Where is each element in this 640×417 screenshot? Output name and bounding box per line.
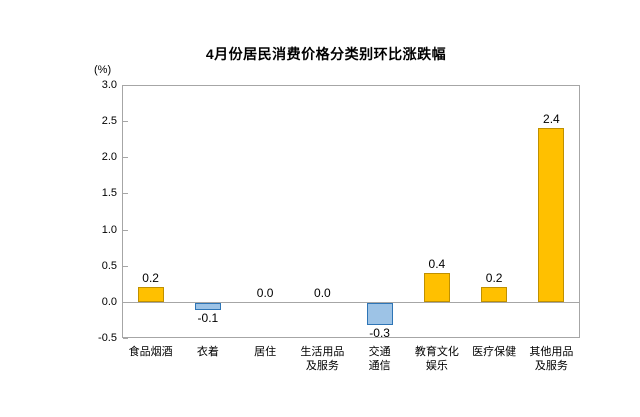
bar-value-label: -0.1	[197, 311, 219, 326]
bar	[538, 128, 565, 302]
x-tick-label: 居住	[254, 346, 277, 358]
y-tick-label: 1.5	[101, 187, 117, 200]
y-tick-mark	[123, 193, 128, 195]
bar	[366, 302, 393, 325]
bar-value-label: 0.2	[142, 271, 159, 286]
x-tick-label: 食品烟酒	[128, 346, 173, 358]
y-tick-mark	[123, 229, 128, 231]
y-tick-mark	[123, 157, 128, 159]
x-tick-label: 衣着	[196, 346, 219, 358]
y-tick-label: 0.0	[101, 295, 117, 308]
y-tick-mark	[123, 85, 128, 86]
x-tick-label: 交通 通信	[368, 346, 391, 372]
y-tick-mark	[123, 121, 128, 123]
chart-title: 4月份居民消费价格分类别环比涨跌幅	[205, 46, 447, 62]
x-tick-label: 其他用品 及服务	[529, 346, 574, 372]
bar-value-label: -0.3	[369, 325, 390, 340]
y-tick-label: 3.0	[101, 79, 117, 91]
bar	[194, 302, 221, 311]
x-tick-label: 教育文化 娱乐	[414, 346, 459, 372]
zero-baseline	[122, 301, 580, 303]
y-tick-label: -0.5	[98, 332, 117, 344]
y-tick-label: 1.0	[101, 223, 117, 236]
y-tick-mark	[123, 338, 128, 339]
y-tick-label: 2.5	[101, 115, 117, 128]
bar-value-label: 0.0	[314, 285, 331, 300]
plot-area	[122, 85, 580, 338]
y-tick-mark	[123, 265, 128, 267]
bar-value-label: 0.0	[256, 285, 274, 300]
bar-value-label: 0.2	[485, 271, 503, 286]
x-tick-label: 生活用品 及服务	[300, 346, 345, 372]
x-tick-label: 医疗保健	[472, 346, 517, 358]
bar-value-label: 0.4	[428, 256, 446, 271]
y-tick-label: 2.0	[101, 151, 117, 164]
y-axis-unit-label: (%)	[94, 64, 112, 76]
y-tick-label: 0.5	[101, 259, 117, 272]
bar-value-label: 2.4	[543, 112, 560, 127]
bar	[137, 287, 164, 302]
bar	[481, 287, 508, 302]
bar	[423, 272, 450, 302]
